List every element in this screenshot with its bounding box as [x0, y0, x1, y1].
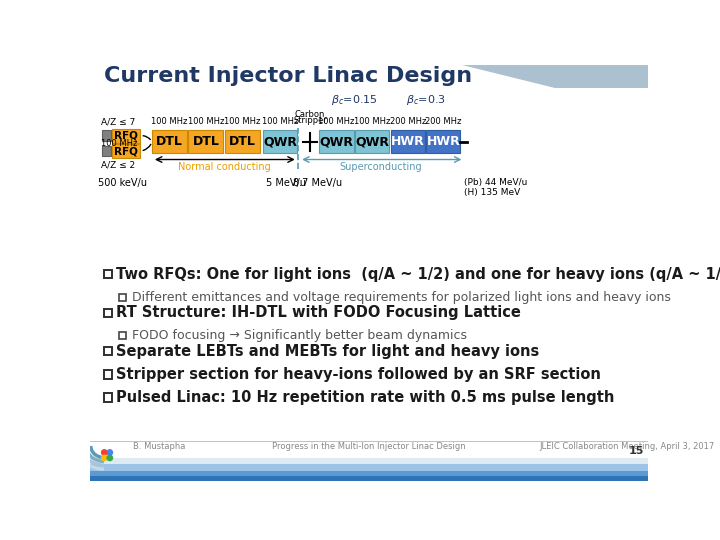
Bar: [152, 130, 187, 153]
Text: DTL: DTL: [229, 136, 256, 148]
Text: 200 MHz: 200 MHz: [390, 117, 426, 126]
Bar: [104, 270, 112, 279]
Text: 100 MHz: 100 MHz: [101, 139, 138, 148]
Bar: [355, 130, 389, 153]
Text: Superconducting: Superconducting: [340, 162, 423, 172]
Text: Current Injector Linac Design: Current Injector Linac Design: [104, 66, 472, 86]
Bar: [102, 130, 111, 141]
Bar: [102, 146, 111, 157]
Text: QWR: QWR: [355, 136, 389, 148]
Text: Different emittances and voltage requirements for polarized light ions and heavy: Different emittances and voltage require…: [132, 291, 671, 304]
Bar: [90, 450, 648, 457]
Text: Stripper section for heavy-ions followed by an SRF section: Stripper section for heavy-ions followed…: [117, 367, 601, 382]
Text: Pulsed Linac: 10 Hz repetition rate with 0.5 ms pulse length: Pulsed Linac: 10 Hz repetition rate with…: [117, 390, 615, 405]
Text: 5 MeV/u: 5 MeV/u: [266, 178, 306, 188]
Text: 100 MHz: 100 MHz: [151, 117, 188, 126]
Polygon shape: [462, 65, 648, 88]
Circle shape: [102, 455, 107, 461]
Circle shape: [107, 450, 112, 455]
Bar: [120, 333, 127, 339]
Text: A/Z ≤ 7: A/Z ≤ 7: [101, 117, 135, 126]
Text: A/Z ≤ 2: A/Z ≤ 2: [101, 160, 135, 169]
Text: 100 MHz: 100 MHz: [354, 117, 390, 126]
Text: 500 keV/u: 500 keV/u: [98, 178, 147, 188]
Text: $\beta_c$=0.3: $\beta_c$=0.3: [405, 93, 446, 107]
Text: FODO focusing → Significantly better beam dynamics: FODO focusing → Significantly better bea…: [132, 329, 467, 342]
Bar: [225, 130, 260, 153]
Text: QWR: QWR: [320, 136, 354, 148]
Bar: [391, 130, 425, 153]
Text: Normal conducting: Normal conducting: [179, 162, 271, 172]
Bar: [112, 144, 140, 158]
Text: Separate LEBTs and MEBTs for light and heavy ions: Separate LEBTs and MEBTs for light and h…: [117, 344, 539, 359]
Bar: [112, 129, 140, 143]
Bar: [104, 347, 112, 355]
Text: QWR: QWR: [263, 136, 297, 148]
Bar: [90, 476, 648, 481]
Text: RFQ: RFQ: [114, 131, 138, 140]
Circle shape: [107, 455, 112, 461]
Bar: [90, 464, 648, 470]
Text: 100 MHz: 100 MHz: [261, 117, 298, 126]
Text: Progress in the Multi-Ion Injector Linac Design: Progress in the Multi-Ion Injector Linac…: [272, 442, 466, 451]
Text: Carbon: Carbon: [295, 111, 325, 119]
Text: Stripper: Stripper: [293, 116, 327, 125]
Text: 8.7 MeV/u: 8.7 MeV/u: [292, 178, 341, 188]
Text: HWR: HWR: [391, 136, 425, 148]
Text: 200 MHz: 200 MHz: [426, 117, 462, 126]
Text: (Pb) 44 MeV/u
(H) 135 MeV: (Pb) 44 MeV/u (H) 135 MeV: [464, 178, 528, 198]
Text: Two RFQs: One for light ions  (q/A ~ 1/2) and one for heavy ions (q/A ~ 1/7): Two RFQs: One for light ions (q/A ~ 1/2)…: [117, 267, 720, 282]
Text: JLEIC Collaboration Meeting, April 3, 2017: JLEIC Collaboration Meeting, April 3, 20…: [539, 442, 715, 451]
Bar: [104, 370, 112, 379]
Bar: [90, 457, 648, 464]
Bar: [320, 130, 354, 153]
Text: 100 MHz: 100 MHz: [318, 117, 355, 126]
Text: B. Mustapha: B. Mustapha: [132, 442, 185, 451]
Bar: [426, 130, 461, 153]
Text: $\beta_c$=0.15: $\beta_c$=0.15: [331, 93, 377, 107]
Bar: [120, 294, 127, 301]
Bar: [104, 308, 112, 317]
Bar: [263, 130, 297, 153]
Bar: [104, 393, 112, 402]
Text: DTL: DTL: [156, 136, 183, 148]
Text: DTL: DTL: [192, 136, 220, 148]
Text: 100 MHz: 100 MHz: [224, 117, 261, 126]
Text: 15: 15: [629, 447, 644, 456]
Text: 100 MHz: 100 MHz: [188, 117, 224, 126]
Text: RFQ: RFQ: [114, 146, 138, 156]
Bar: [90, 470, 648, 476]
Circle shape: [102, 450, 107, 455]
Text: RT Structure: IH-DTL with FODO Focusing Lattice: RT Structure: IH-DTL with FODO Focusing …: [117, 305, 521, 320]
Text: HWR: HWR: [426, 136, 460, 148]
Bar: [189, 130, 223, 153]
